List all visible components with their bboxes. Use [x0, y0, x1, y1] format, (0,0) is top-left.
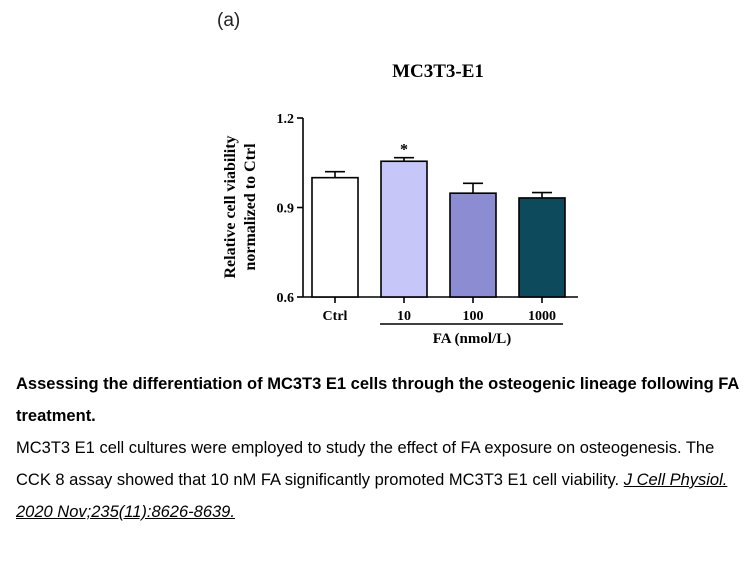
y-axis-label-line-1: Relative cell viability [222, 135, 239, 278]
caption-text: MC3T3 E1 cell cultures were employed to … [16, 439, 715, 489]
significance-marker: * [400, 142, 408, 159]
x-tick-label: 100 [463, 309, 484, 324]
figure-caption: Assessing the differentiation of MC3T3 E… [16, 368, 748, 528]
bar [449, 192, 497, 298]
x-tick-label: Ctrl [323, 309, 348, 324]
panel-label: (a) [217, 10, 241, 31]
x-tick-label: 10 [397, 309, 411, 324]
y-axis-label-line-2: normalized to Ctrl [242, 143, 259, 271]
x-tick-label: 1000 [528, 309, 556, 324]
y-axis-label: Relative cell viability normalized to Ct… [222, 135, 259, 278]
y-tick-label: 0.6 [277, 291, 295, 306]
caption-title: Assessing the differentiation of MC3T3 E… [16, 375, 739, 425]
bar [518, 197, 566, 298]
plot-area: 0.6 0.9 1.2 Ctrl 10 * 100 1000 [277, 112, 578, 324]
y-tick-label: 1.2 [277, 112, 295, 127]
citation-link[interactable]: J Cell Physiol. 2020 Nov;235(11):8626-86… [16, 471, 728, 521]
bar [311, 176, 359, 298]
caption-body: MC3T3 E1 cell cultures were employed to … [16, 432, 748, 528]
chart-title: MC3T3-E1 [392, 61, 484, 82]
bar-chart: MC3T3-E1 Relative cell viability normali… [222, 61, 578, 347]
bar [380, 160, 428, 298]
x-axis-label: FA (nmol/L) [433, 331, 511, 347]
y-tick-label: 0.9 [277, 202, 295, 217]
